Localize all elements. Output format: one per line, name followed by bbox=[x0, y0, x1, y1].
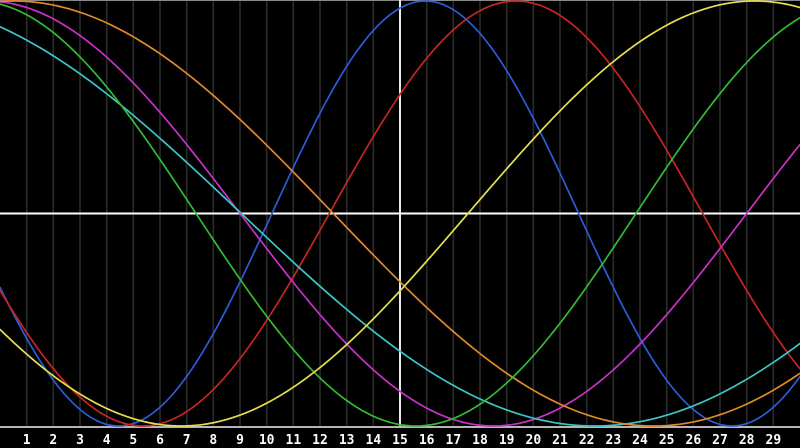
x-tick-label: 20 bbox=[526, 433, 542, 448]
wave-green-curve bbox=[0, 3, 800, 427]
x-tick-label: 3 bbox=[76, 433, 84, 448]
crosshair-axes-group bbox=[0, 0, 800, 426]
x-tick-label: 16 bbox=[419, 433, 435, 448]
x-tick-label: 1 bbox=[23, 433, 31, 448]
x-tick-label: 19 bbox=[499, 433, 515, 448]
x-tick-label: 29 bbox=[766, 433, 782, 448]
x-tick-label: 6 bbox=[156, 433, 164, 448]
wave-magenta-curve bbox=[0, 0, 800, 427]
x-tick-label: 5 bbox=[129, 433, 137, 448]
wave-cyan-curve bbox=[0, 25, 800, 427]
x-tick-label: 8 bbox=[209, 433, 217, 448]
x-tick-label: 10 bbox=[259, 433, 275, 448]
x-tick-label: 25 bbox=[659, 433, 675, 448]
wave-orange-curve bbox=[0, 0, 800, 427]
x-tick-label: 13 bbox=[339, 433, 355, 448]
x-tick-label: 7 bbox=[183, 433, 191, 448]
x-tick-label: 23 bbox=[606, 433, 622, 448]
x-tick-label: 26 bbox=[686, 433, 702, 448]
x-tick-label: 17 bbox=[446, 433, 462, 448]
x-tick-label: 22 bbox=[579, 433, 595, 448]
x-tick-label: 28 bbox=[739, 433, 755, 448]
x-axis-labels-group: 1 2 3 4 5 6 7 8 9 10 11 12 13 14 15 16 17 18 19 20 21 22 23 24 2… bbox=[23, 433, 781, 448]
wave-red-curve bbox=[0, 0, 800, 427]
wave-blue-curve bbox=[0, 0, 800, 427]
curves-group bbox=[0, 0, 800, 427]
x-tick-label: 15 bbox=[392, 433, 408, 448]
x-tick-label: 24 bbox=[632, 433, 648, 448]
x-tick-label: 12 bbox=[312, 433, 328, 448]
x-tick-label: 4 bbox=[103, 433, 111, 448]
x-tick-label: 2 bbox=[49, 433, 57, 448]
x-tick-label: 21 bbox=[552, 433, 568, 448]
x-tick-label: 11 bbox=[286, 433, 302, 448]
x-tick-label: 27 bbox=[712, 433, 728, 448]
x-tick-label: 18 bbox=[472, 433, 488, 448]
wave-yellow-curve bbox=[0, 0, 800, 427]
x-tick-label: 14 bbox=[366, 433, 382, 448]
x-tick-label: 9 bbox=[236, 433, 244, 448]
